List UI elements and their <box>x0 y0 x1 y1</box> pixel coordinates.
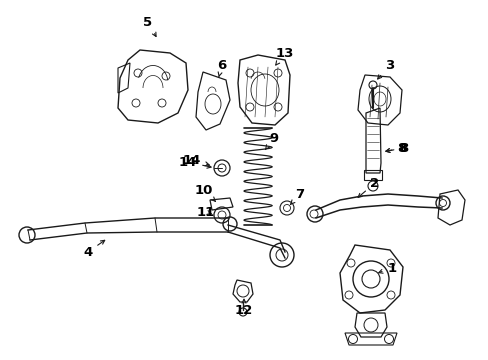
Text: 13: 13 <box>275 46 294 65</box>
Circle shape <box>214 160 229 176</box>
Text: 8: 8 <box>385 141 408 154</box>
Text: 6: 6 <box>217 59 226 77</box>
Text: 12: 12 <box>234 299 253 316</box>
Text: 9: 9 <box>265 131 278 149</box>
Text: 8: 8 <box>385 141 406 154</box>
Text: 14: 14 <box>179 156 211 168</box>
Text: 10: 10 <box>194 184 215 201</box>
Text: 11: 11 <box>197 206 215 219</box>
Text: 1: 1 <box>378 261 396 274</box>
Text: 2: 2 <box>357 176 379 197</box>
Text: 4: 4 <box>83 240 104 258</box>
Text: 7: 7 <box>290 188 304 204</box>
Text: 3: 3 <box>377 59 394 79</box>
Text: 14: 14 <box>183 153 209 166</box>
Circle shape <box>280 201 293 215</box>
Text: 5: 5 <box>143 15 156 36</box>
